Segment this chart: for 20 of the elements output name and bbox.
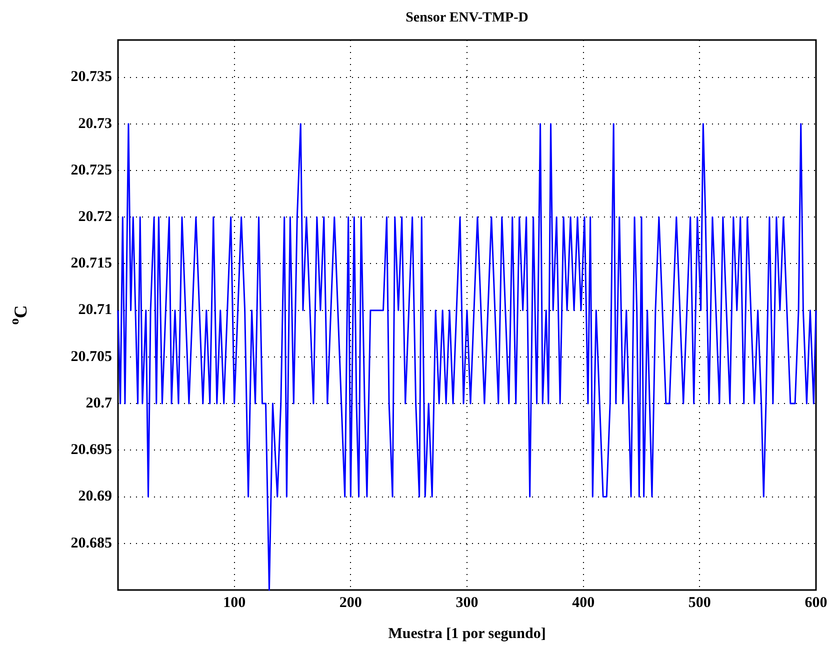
- y-tick-label: 20.73: [78, 116, 112, 132]
- y-tick-label: 20.7: [86, 395, 112, 412]
- y-axis-title: oC: [6, 305, 31, 325]
- x-axis-title: Muestra [1 por segundo]: [388, 626, 546, 642]
- x-tick-label: 300: [456, 594, 478, 611]
- x-tick-label: 400: [572, 594, 595, 611]
- x-tick-label: 100: [223, 594, 246, 611]
- y-tick-label: 20.735: [70, 69, 112, 86]
- y-tick-label: 20.725: [70, 162, 112, 178]
- y-tick-label: 20.685: [70, 535, 112, 552]
- y-tick-label: 20.71: [78, 302, 112, 318]
- y-tick-label: 20.705: [70, 348, 112, 365]
- x-tick-label: 500: [688, 594, 711, 611]
- y-tick-label: 20.695: [70, 442, 112, 458]
- y-tick-label: 20.715: [70, 256, 112, 272]
- y-tick-label: 20.69: [78, 488, 112, 505]
- x-tick-label: 600: [804, 594, 828, 611]
- y-tick-label: 20.72: [78, 208, 112, 225]
- x-tick-label: 200: [339, 594, 362, 611]
- chart-title: Sensor ENV-TMP-D: [406, 10, 528, 26]
